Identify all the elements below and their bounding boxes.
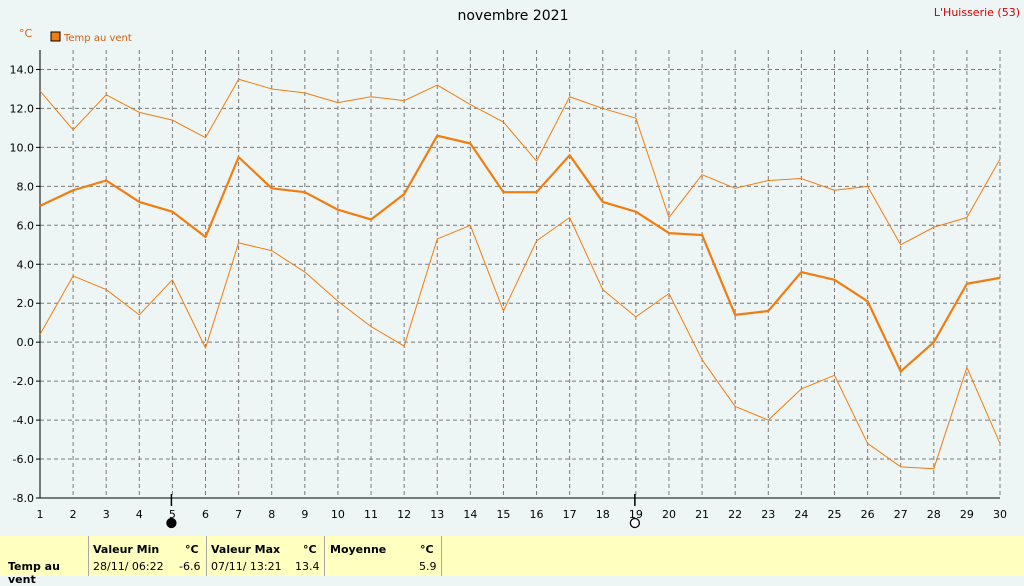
legend-label: Temp au vent: [63, 33, 132, 44]
y-tick-label: -2.0: [13, 375, 34, 388]
x-tick-label: 9: [301, 508, 308, 521]
x-tick-label: 15: [496, 508, 510, 521]
x-tick-label: 22: [728, 508, 742, 521]
x-tick-label: 2: [70, 508, 77, 521]
new-moon-icon: [166, 517, 177, 529]
x-tick-label: 25: [827, 508, 841, 521]
y-tick-label: -4.0: [13, 414, 34, 427]
moon-phases: [166, 494, 641, 529]
y-tick-label: 14.0: [10, 63, 35, 76]
x-tick-label: 30: [993, 508, 1007, 521]
mean-header: Moyenne: [330, 543, 387, 556]
series-line-min: [39, 217, 1001, 470]
stats-max-cell: Valeur Max °C 07/11/ 13:21 13.4: [207, 536, 325, 576]
x-tick-label: 28: [927, 508, 941, 521]
x-tick-label: 18: [596, 508, 610, 521]
stats-label-cell: Temp au vent: [0, 536, 89, 586]
x-tick-label: 6: [202, 508, 209, 521]
max-datetime: 07/11/ 13:21: [211, 560, 282, 573]
x-tick-label: 11: [364, 508, 378, 521]
x-tick-label: 20: [662, 508, 676, 521]
x-tick-label: 29: [960, 508, 974, 521]
x-tick-label: 17: [563, 508, 577, 521]
mean-unit: °C: [420, 543, 434, 556]
mean-value: 5.9: [419, 560, 437, 573]
y-tick-label: 4.0: [17, 258, 35, 271]
min-datetime: 28/11/ 06:22: [93, 560, 164, 573]
x-tick-label: 12: [397, 508, 411, 521]
y-tick-label: -8.0: [13, 492, 34, 505]
x-tick-label: 13: [430, 508, 444, 521]
x-tick-label: 21: [695, 508, 709, 521]
y-tick-label: 12.0: [10, 102, 35, 115]
stats-row-label: Temp au vent: [8, 560, 60, 586]
x-tick-label: 8: [268, 508, 275, 521]
y-tick-label: 2.0: [17, 297, 35, 310]
min-header: Valeur Min: [93, 543, 160, 556]
max-unit: °C: [303, 543, 317, 556]
x-tick-label: 5: [169, 508, 176, 521]
x-tick-label: 14: [463, 508, 477, 521]
min-value: -6.6: [179, 560, 201, 573]
min-unit: °C: [185, 543, 199, 556]
x-tick-label: 10: [331, 508, 345, 521]
stats-panel: Temp au vent Valeur Min °C 28/11/ 06:22 …: [0, 536, 1024, 586]
x-tick-label: 23: [761, 508, 775, 521]
x-tick-label: 4: [136, 508, 143, 521]
x-tick-label: 1: [37, 508, 44, 521]
y-unit-label: °C: [19, 27, 33, 40]
x-tick-label: 26: [861, 508, 875, 521]
x-tick-label: 27: [894, 508, 908, 521]
max-header: Valeur Max: [211, 543, 281, 556]
grid: [40, 50, 1001, 499]
y-tick-label: 8.0: [17, 180, 35, 193]
y-tick-label: 6.0: [17, 219, 35, 232]
series-lines: [39, 78, 1001, 470]
x-tick-label: 3: [103, 508, 110, 521]
stats-min-cell: Valeur Min °C 28/11/ 06:22 -6.6: [89, 536, 207, 576]
full-moon-icon: [629, 517, 641, 529]
legend-swatch: [50, 31, 61, 42]
y-tick-label: 0.0: [17, 336, 35, 349]
series-line-mean: [39, 134, 1001, 373]
x-tick-label: 19: [629, 508, 643, 521]
y-tick-label: -6.0: [13, 453, 34, 466]
series-line-max: [39, 78, 1001, 246]
x-tick-label: 24: [794, 508, 808, 521]
y-tick-label: 10.0: [10, 141, 35, 154]
max-value: 13.4: [295, 560, 320, 573]
x-tick-label: 16: [530, 508, 544, 521]
chart-title: novembre 2021: [457, 8, 568, 24]
axes: 14.0 12.0 10.0 8.0 6.0 4.0 2.0 0.0 -2.0 -4.0 -6.0 -…: [10, 50, 1007, 521]
temperature-chart: novembre 2021 L'Huisserie (53) °C Temp a…: [10, 6, 1020, 529]
station-name: L'Huisserie (53): [934, 6, 1020, 19]
stats-mean-cell: Moyenne °C 5.9: [325, 536, 442, 576]
x-tick-label: 7: [235, 508, 242, 521]
